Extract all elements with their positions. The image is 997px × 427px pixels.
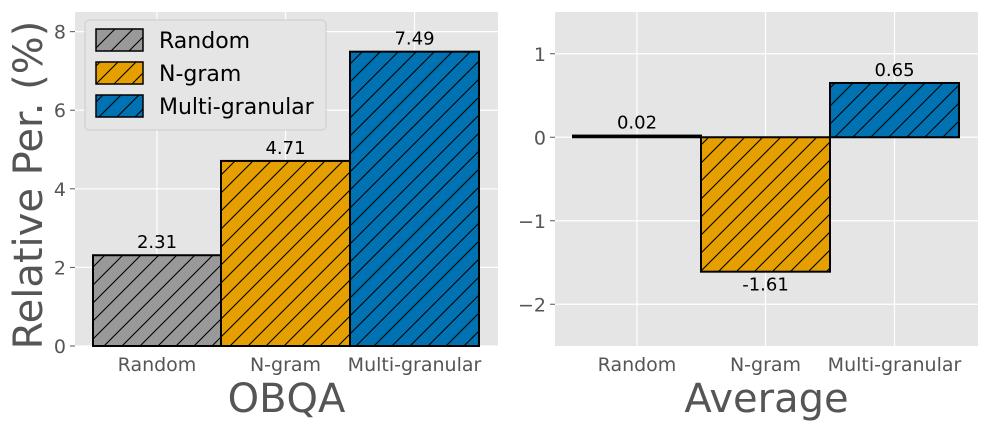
data-label-n-gram: 4.71 [265,138,305,159]
legend: Random N-gram Multi-granular [84,19,327,131]
bar-multi-granular-hatch [350,51,479,346]
bar-random-hatch [93,255,221,346]
legend-swatch-multi-granular-outline [95,94,144,118]
x-tick-label: Multi-granular [348,354,482,376]
y-tick-label: −1 [518,211,546,233]
legend-label-random: Random [159,29,250,54]
y-tick-label: 0 [54,336,66,358]
legend-swatch-n-gram-hatch [96,62,143,84]
x-tick-label: N-gram [250,354,321,376]
legend-label-multi-granular: Multi-granular [159,95,315,120]
bar-n-gram-outline [700,136,831,273]
x-axis-label: OBQA [228,376,346,422]
data-label-multi-granular: 0.65 [874,60,914,81]
legend-swatch-n-gram-outline [95,61,144,85]
data-label-n-gram: -1.61 [742,275,789,296]
legend-box [84,19,327,131]
bar-multi-granular-hatch [830,82,959,138]
data-label-random: 2.31 [137,232,177,253]
y-tick-label: 6 [54,100,66,122]
x-tick-label: N-gram [730,354,801,376]
data-label-random: 0.02 [617,113,657,134]
bar-n-gram-hatch [221,160,350,346]
y-tick-label: 2 [54,257,66,279]
y-tick-label: 8 [54,22,66,44]
legend-swatch-random-outline [95,28,144,52]
legend-label-n-gram: N-gram [159,62,241,87]
bar-multi-granular-outline [349,50,480,347]
y-tick-label: 1 [534,44,546,66]
y-tick-label: 4 [54,179,66,201]
x-axis-label: Average [684,376,848,422]
x-tick-label: Random [118,354,197,376]
legend-swatch-multi-granular-hatch [96,95,143,117]
bar-n-gram-hatch [701,137,830,272]
y-axis-label: Relative Per. (%) [6,21,52,350]
bar-random-outline [572,134,702,139]
y-tick-label: −2 [518,294,546,316]
data-label-multi-granular: 7.49 [394,29,434,50]
x-tick-label: Multi-granular [828,354,962,376]
x-tick-label: Random [598,354,677,376]
panel-average: 0.02 Random -1.61 N-gram 0.65 Multi-granular −… [518,12,978,422]
legend-swatch-random-hatch [96,29,143,51]
panel-obqa: 2.31 Random 4.71 N-gram 7.49 Multi-granular 0 2… [54,12,498,422]
y-tick-label: 0 [534,127,546,149]
bar-multi-granular-outline [829,81,960,139]
